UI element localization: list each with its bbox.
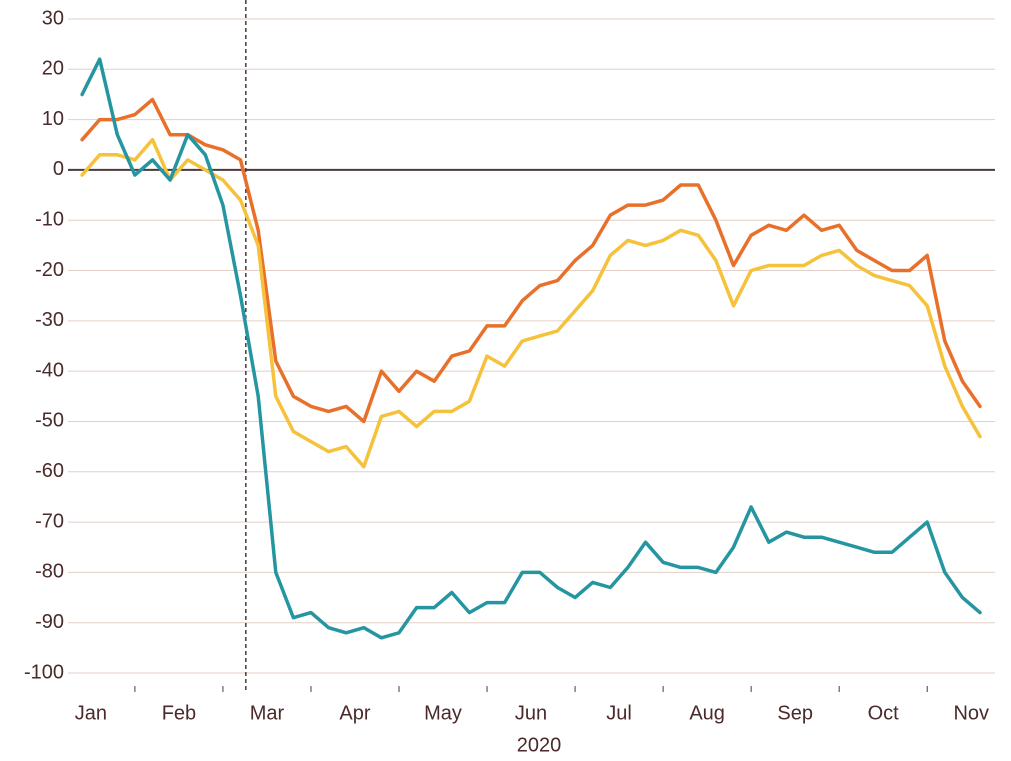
y-tick-label: -90: [35, 611, 64, 633]
x-tick-label: Oct: [868, 702, 900, 724]
x-tick-label: Jan: [75, 702, 107, 724]
data-line: [80, 57, 982, 640]
y-tick-label: -10: [35, 209, 64, 231]
y-tick-label: -100: [24, 661, 64, 683]
data-line: [80, 137, 982, 469]
y-tick-label: -60: [35, 460, 64, 482]
y-tick-label: 0: [53, 158, 64, 180]
x-axis-label: 2020: [517, 734, 562, 756]
y-tick-label: 20: [42, 58, 64, 80]
x-tick-label: Feb: [162, 702, 196, 724]
x-tick-label: May: [424, 702, 462, 724]
y-tick-label: -70: [35, 510, 64, 532]
y-tick-label: -40: [35, 359, 64, 381]
x-tick-label: Jun: [515, 702, 547, 724]
data-line: [80, 97, 982, 424]
x-tick-label: Mar: [250, 702, 285, 724]
x-tick-label: Jul: [606, 702, 632, 724]
y-tick-label: 30: [42, 7, 64, 29]
y-tick-label: -20: [35, 259, 64, 281]
y-tick-label: -80: [35, 561, 64, 583]
y-tick-label: -50: [35, 410, 64, 432]
x-tick-label: Sep: [777, 702, 813, 724]
x-tick-label: Nov: [953, 702, 989, 724]
x-tick-label: Apr: [339, 702, 370, 724]
x-tick-label: Aug: [689, 702, 725, 724]
y-tick-label: -30: [35, 309, 64, 331]
y-tick-label: 10: [42, 108, 64, 130]
